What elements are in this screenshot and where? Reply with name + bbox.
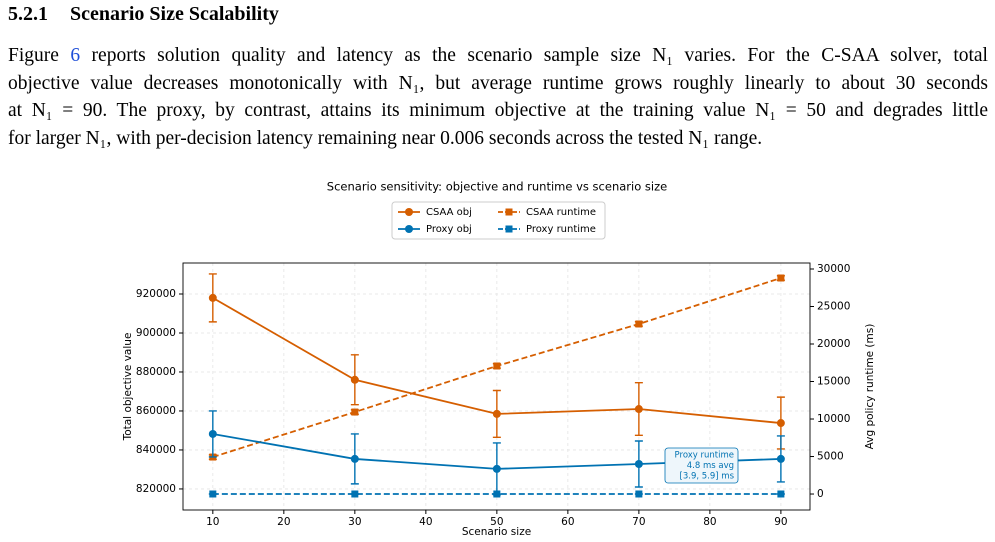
point xyxy=(209,490,217,498)
text-run: for larger N₁, with per-decision latency… xyxy=(8,127,763,149)
y2-tick-label: 20000 xyxy=(817,338,850,350)
text-run: objective value decreases monotonically … xyxy=(8,72,988,94)
legend-box xyxy=(391,201,606,240)
y-tick-label: 900000 xyxy=(136,327,176,339)
annotation-text: Proxy runtime xyxy=(675,451,734,461)
figure-link[interactable]: 6 xyxy=(70,45,81,66)
section-heading: 5.2.1 Scenario Size Scalability xyxy=(8,3,279,26)
y2-tick-label: 15000 xyxy=(817,376,850,388)
text-run: Figure xyxy=(8,45,71,66)
text-line: for larger N₁, with per-decision latency… xyxy=(8,125,988,153)
x-tick-label: 10 xyxy=(206,516,219,528)
text-run: reports solution quality and latency as … xyxy=(80,45,988,66)
y-axis-label: Total objective value xyxy=(122,333,134,442)
x-tick-label: 20 xyxy=(277,516,290,528)
x-tick-label: 70 xyxy=(632,516,645,528)
point xyxy=(492,464,501,473)
legend-label: Proxy runtime xyxy=(526,224,596,235)
legend-label: CSAA obj xyxy=(426,207,472,218)
section-title: Scenario Size Scalability xyxy=(70,3,279,25)
y2-tick-label: 30000 xyxy=(817,263,850,275)
point xyxy=(350,375,359,384)
series xyxy=(208,490,785,498)
point xyxy=(777,274,785,282)
point xyxy=(492,409,501,418)
x-tick-label: 50 xyxy=(490,516,503,528)
text-line: at N₁ = 90. The proxy, by contrast, atta… xyxy=(8,97,988,125)
point xyxy=(776,419,785,428)
y-tick-label: 880000 xyxy=(136,366,176,378)
point xyxy=(493,490,501,498)
y2-tick-label: 25000 xyxy=(817,301,850,313)
chart-title: Scenario sensitivity: objective and runt… xyxy=(327,180,667,194)
annotation-box xyxy=(664,447,739,484)
point xyxy=(208,293,217,302)
x-tick-label: 80 xyxy=(703,516,716,528)
section-number: 5.2.1 xyxy=(8,3,48,25)
x-tick-label: 40 xyxy=(419,516,432,528)
legend-label: Proxy obj xyxy=(426,224,472,235)
y2-tick-label: 5000 xyxy=(817,451,844,463)
grid xyxy=(183,263,810,510)
text-line: objective value decreases monotonically … xyxy=(8,70,988,98)
annotation-text: 4.8 ms avg xyxy=(687,461,734,471)
plot-frame xyxy=(182,262,811,511)
y-tick-label: 820000 xyxy=(136,483,176,495)
point xyxy=(351,490,359,498)
y2-axis-label: Avg policy runtime (ms) xyxy=(864,324,876,450)
legend-marker xyxy=(505,225,513,233)
point xyxy=(493,362,501,370)
point xyxy=(776,454,785,463)
legend-label: CSAA runtime xyxy=(526,207,596,218)
x-axis-label: Scenario size xyxy=(462,526,531,538)
legend: CSAA obj CSAA runtime Proxy obj Proxy runti… xyxy=(391,201,606,240)
y-tick-label: 860000 xyxy=(136,405,176,417)
annotation-text: [3.9, 5.9] ms xyxy=(680,472,735,482)
x-tick-label: 90 xyxy=(774,516,787,528)
text-run: at N₁ = 90. The proxy, by contrast, atta… xyxy=(8,100,988,121)
y2-tick-label: 0 xyxy=(817,488,824,500)
point xyxy=(634,405,643,414)
point xyxy=(208,429,217,438)
text-line: Figure 6 reports solution quality and la… xyxy=(8,42,988,70)
point xyxy=(635,320,643,328)
point xyxy=(634,459,643,468)
x-tick-label: 60 xyxy=(561,516,574,528)
point xyxy=(350,454,359,463)
legend-marker xyxy=(505,208,513,216)
y-tick-label: 840000 xyxy=(136,444,176,456)
paragraph: Figure 6 reports solution quality and la… xyxy=(8,42,988,152)
point xyxy=(351,408,359,416)
y2-tick-label: 10000 xyxy=(817,413,850,425)
point xyxy=(777,490,785,498)
x-tick-label: 30 xyxy=(348,516,361,528)
legend-marker xyxy=(405,208,413,216)
legend-marker xyxy=(405,225,413,233)
y-tick-label: 920000 xyxy=(136,288,176,300)
point xyxy=(635,490,643,498)
